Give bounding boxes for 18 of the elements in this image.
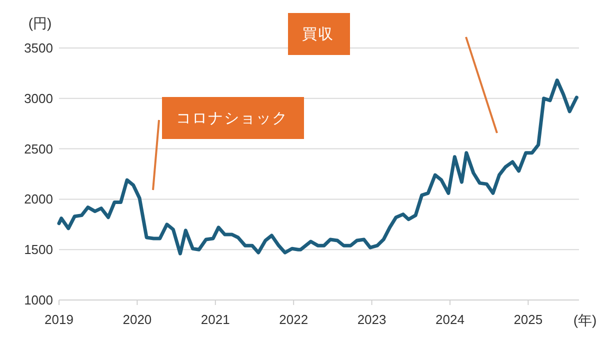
y-axis-title: (円): [28, 15, 52, 31]
x-axis-title: (年): [573, 312, 597, 328]
x-tick-label: 2024: [436, 312, 464, 327]
y-tick-label: 1500: [24, 242, 53, 258]
y-tick-label: 3000: [24, 90, 53, 106]
y-tick-label: 2000: [24, 192, 53, 207]
line-series: [57, 78, 578, 256]
y-tick-label: 2500: [24, 141, 53, 156]
x-tick-label: 2021: [200, 312, 230, 327]
y-tick-label: 3500: [24, 40, 53, 56]
y-tick-label: 1000: [24, 292, 53, 308]
annotation: コロナショック: [176, 110, 288, 127]
x-tick-label: 2025: [514, 312, 543, 327]
text: 買収: [302, 26, 334, 43]
x-tick-label: 2020: [122, 312, 152, 327]
x-tick-label: 2019: [44, 312, 74, 327]
x-tick-label: 2023: [357, 312, 386, 327]
x-tick-label: 2022: [279, 312, 308, 327]
